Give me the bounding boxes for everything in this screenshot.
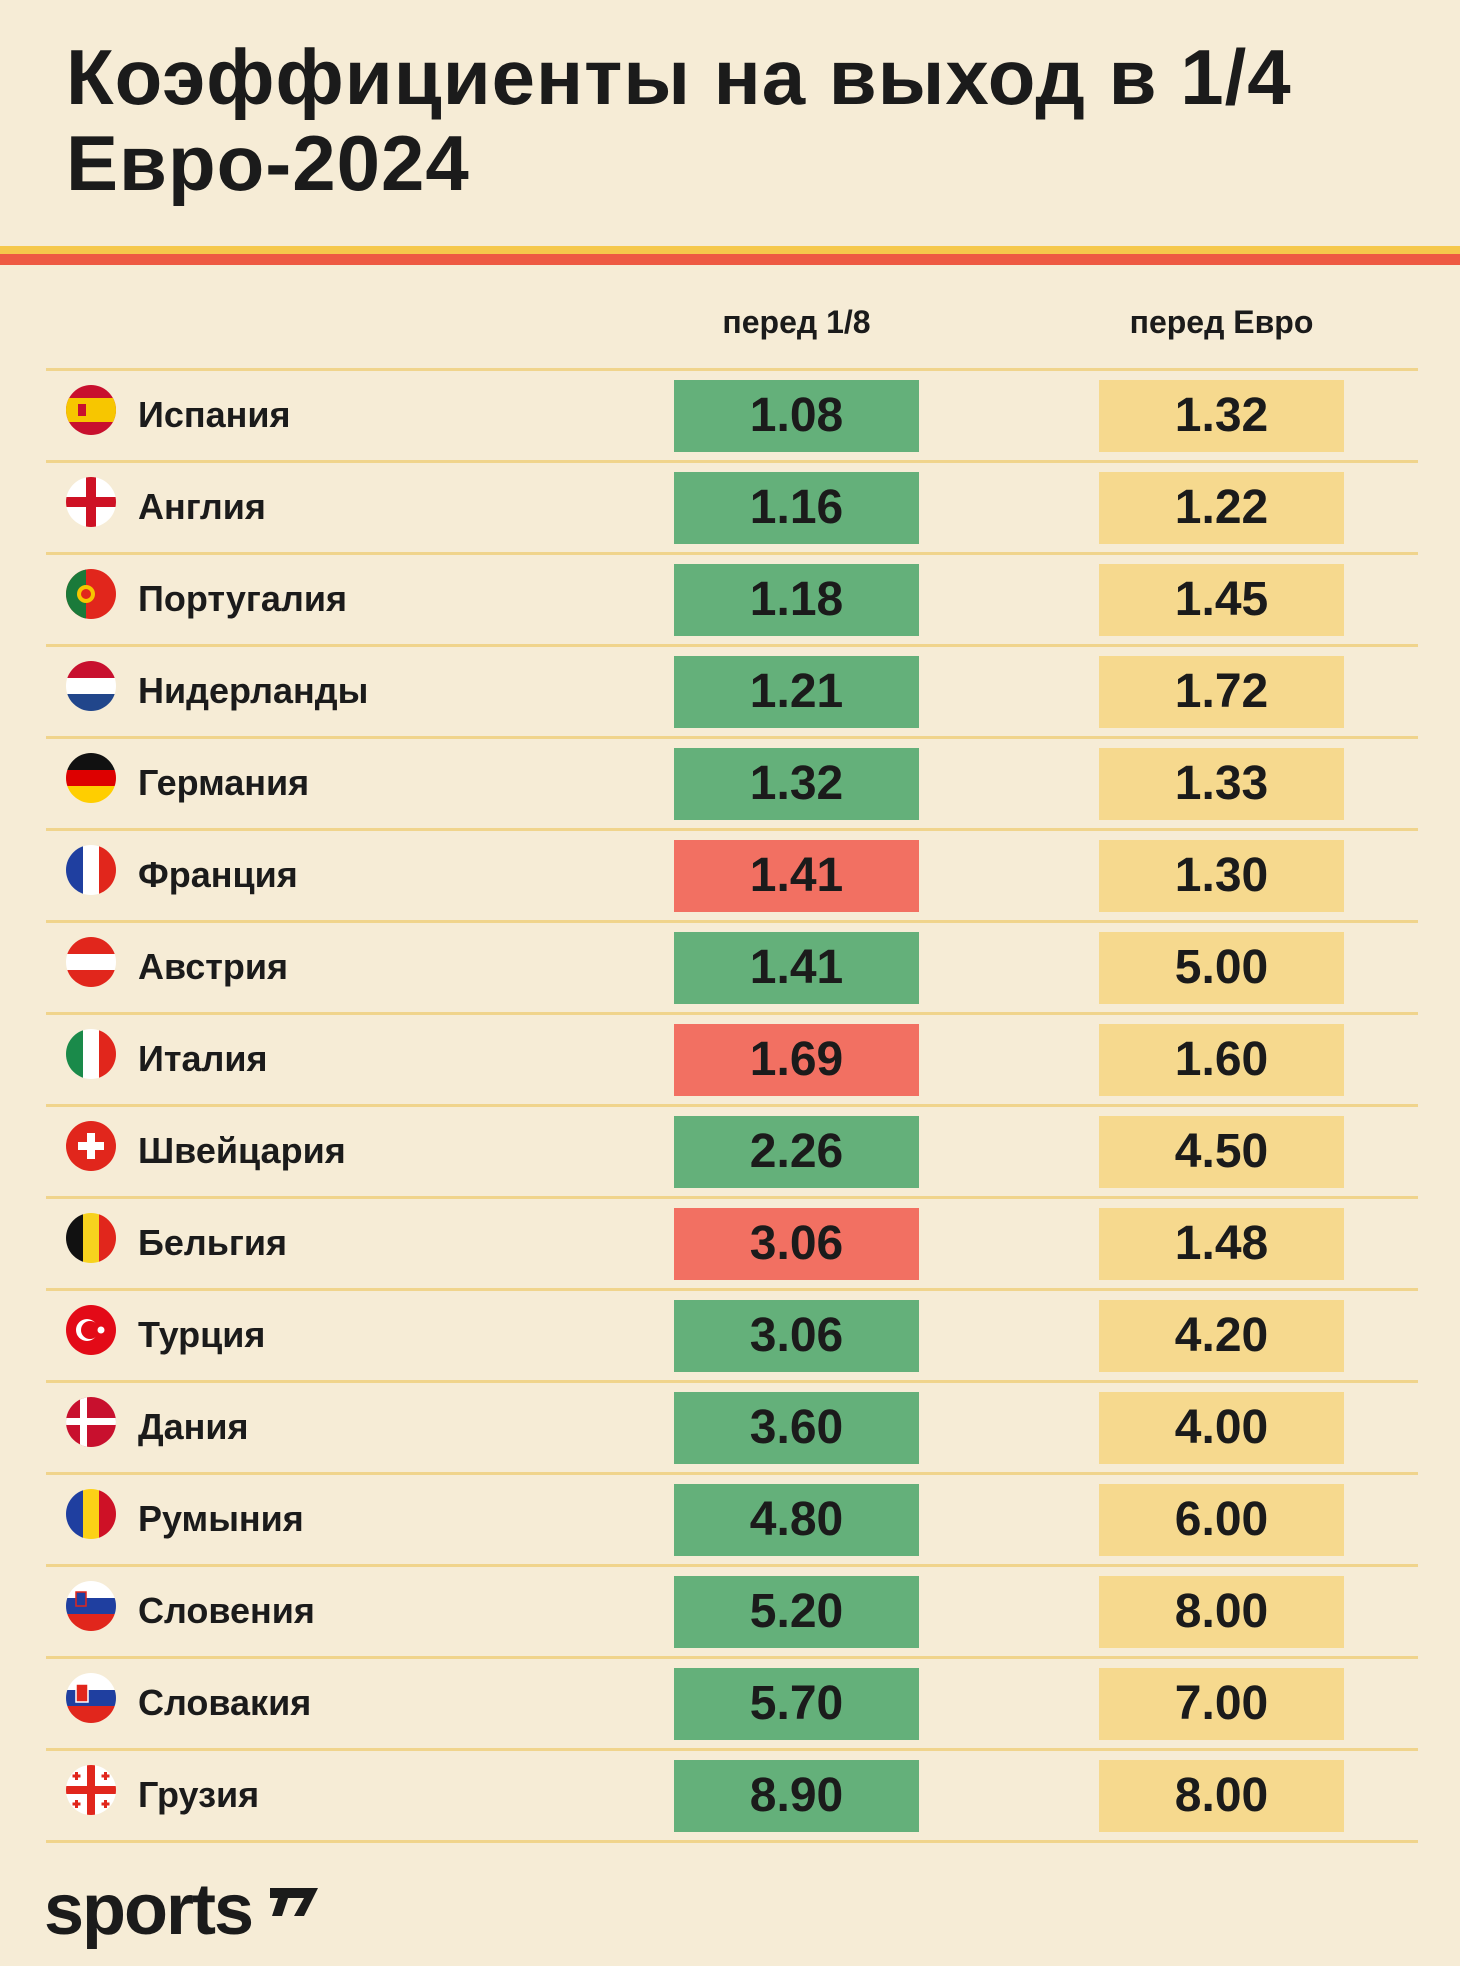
team-name: Словения (138, 1590, 315, 1631)
odds-before-euro-cell: 1.60 (1099, 1024, 1344, 1096)
denmark-flag-icon (66, 1397, 116, 1447)
odds-before-euro-cell: 6.00 (1099, 1484, 1344, 1556)
odds-before-r16-cell: 4.80 (674, 1484, 919, 1556)
odds-before-r16-cell: 3.06 (674, 1208, 919, 1280)
table-row: Словакия 5.70 7.00 (46, 1656, 1418, 1748)
table-row: Грузия 8.90 8.00 (46, 1748, 1418, 1843)
odds-before-euro-cell: 4.50 (1099, 1116, 1344, 1188)
slovenia-flag-icon (66, 1581, 116, 1631)
odds-before-r16-cell: 5.20 (674, 1576, 919, 1648)
table-row: Нидерланды 1.21 1.72 (46, 644, 1418, 736)
france-flag-icon (66, 845, 116, 895)
team-name: Словакия (138, 1682, 312, 1723)
page-title: Коэффициенты на выход в 1/4 Евро-2024 (66, 33, 1292, 207)
odds-before-r16-cell: 1.32 (674, 748, 919, 820)
team-name: Швейцария (138, 1130, 346, 1171)
table-row: Германия 1.32 1.33 (46, 736, 1418, 828)
table-row: Швейцария 2.26 4.50 (46, 1104, 1418, 1196)
team-name: Италия (138, 1038, 268, 1079)
table-row: Словения 5.20 8.00 (46, 1564, 1418, 1656)
switzerland-flag-icon (66, 1121, 116, 1171)
odds-before-euro-cell: 4.20 (1099, 1300, 1344, 1372)
belgium-flag-icon (66, 1213, 116, 1263)
team-name: Англия (138, 486, 266, 527)
odds-before-euro-cell: 1.22 (1099, 472, 1344, 544)
table-row: Бельгия 3.06 1.48 (46, 1196, 1418, 1288)
table-row: Португалия 1.18 1.45 (46, 552, 1418, 644)
portugal-flag-icon (66, 569, 116, 619)
odds-before-r16-cell: 3.06 (674, 1300, 919, 1372)
odds-before-euro-cell: 5.00 (1099, 932, 1344, 1004)
odds-table: Испания 1.08 1.32 Англия 1.16 1.22 Португалия 1… (46, 368, 1418, 1843)
team-name: Австрия (138, 946, 289, 987)
team-name: Нидерланды (138, 670, 369, 711)
column-header-before-euro: перед Евро (1129, 304, 1314, 340)
team-name: Португалия (138, 578, 347, 619)
table-row: Австрия 1.41 5.00 (46, 920, 1418, 1012)
netherlands-flag-icon (66, 661, 116, 711)
odds-before-euro-cell: 4.00 (1099, 1392, 1344, 1464)
odds-before-euro-cell: 1.30 (1099, 840, 1344, 912)
austria-flag-icon (66, 937, 116, 987)
slovakia-flag-icon (66, 1673, 116, 1723)
team-name: Франция (138, 854, 298, 895)
team-name: Испания (138, 394, 291, 435)
odds-before-euro-cell: 1.33 (1099, 748, 1344, 820)
team-name: Дания (138, 1406, 249, 1447)
odds-before-euro-cell: 1.32 (1099, 380, 1344, 452)
table-row: Дания 3.60 4.00 (46, 1380, 1418, 1472)
team-name: Бельгия (138, 1222, 288, 1263)
header-divider-yellow (0, 246, 1460, 254)
sports-logo-mark-icon (270, 1888, 318, 1916)
georgia-flag-icon (66, 1765, 116, 1815)
spain-flag-icon (66, 385, 116, 435)
odds-before-euro-cell: 1.48 (1099, 1208, 1344, 1280)
odds-before-r16-cell: 1.41 (674, 932, 919, 1004)
odds-before-r16-cell: 1.18 (674, 564, 919, 636)
table-row: Испания 1.08 1.32 (46, 368, 1418, 460)
odds-before-r16-cell: 2.26 (674, 1116, 919, 1188)
romania-flag-icon (66, 1489, 116, 1539)
column-header-before-r16: перед 1/8 (722, 304, 871, 340)
italy-flag-icon (66, 1029, 116, 1079)
odds-before-euro-cell: 1.45 (1099, 564, 1344, 636)
table-row: Румыния 4.80 6.00 (46, 1472, 1418, 1564)
odds-before-r16-cell: 1.41 (674, 840, 919, 912)
odds-before-euro-cell: 7.00 (1099, 1668, 1344, 1740)
sports-logo: sports (44, 1870, 254, 1950)
team-name: Румыния (138, 1498, 304, 1539)
odds-before-r16-cell: 1.69 (674, 1024, 919, 1096)
odds-before-euro-cell: 8.00 (1099, 1760, 1344, 1832)
table-row: Турция 3.06 4.20 (46, 1288, 1418, 1380)
team-name: Грузия (138, 1774, 260, 1815)
odds-before-r16-cell: 1.16 (674, 472, 919, 544)
odds-before-r16-cell: 1.21 (674, 656, 919, 728)
germany-flag-icon (66, 753, 116, 803)
odds-before-euro-cell: 8.00 (1099, 1576, 1344, 1648)
odds-before-euro-cell: 1.72 (1099, 656, 1344, 728)
table-row: Франция 1.41 1.30 (46, 828, 1418, 920)
table-row: Англия 1.16 1.22 (46, 460, 1418, 552)
odds-before-r16-cell: 3.60 (674, 1392, 919, 1464)
header-divider-red (0, 254, 1460, 265)
team-name: Турция (138, 1314, 266, 1355)
team-name: Германия (138, 762, 310, 803)
turkey-flag-icon (66, 1305, 116, 1355)
odds-before-r16-cell: 1.08 (674, 380, 919, 452)
odds-before-r16-cell: 8.90 (674, 1760, 919, 1832)
odds-before-r16-cell: 5.70 (674, 1668, 919, 1740)
table-row: Италия 1.69 1.60 (46, 1012, 1418, 1104)
england-flag-icon (66, 477, 116, 527)
